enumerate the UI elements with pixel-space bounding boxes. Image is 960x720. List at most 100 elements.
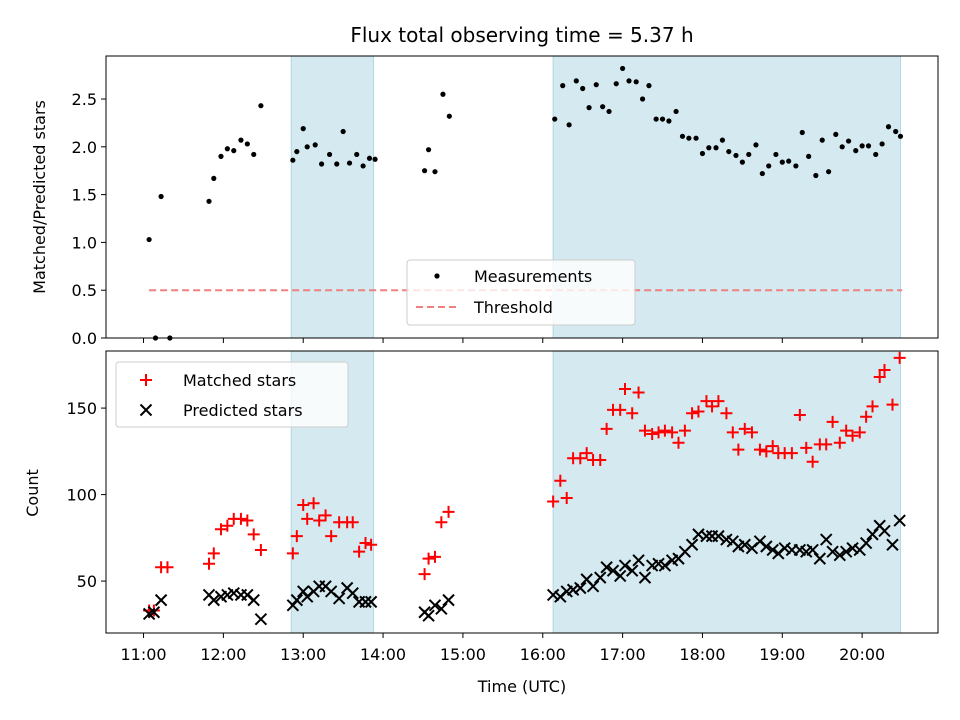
matched-star-point <box>319 509 332 522</box>
matched-star-point <box>580 447 593 460</box>
bottom-y-tick-label: 100 <box>66 486 97 505</box>
measurement-point <box>580 85 586 92</box>
measurement-point <box>799 129 805 136</box>
matched-star-point <box>428 550 441 563</box>
measurement-point <box>593 82 599 88</box>
measurement-point <box>326 151 333 158</box>
measurement-point <box>673 108 679 115</box>
measurement-point <box>600 104 606 110</box>
matched-star-point <box>346 516 359 529</box>
matched-star-point <box>745 426 758 439</box>
matched-star-point <box>422 552 435 565</box>
predicted-star-point <box>574 581 587 595</box>
measurement-point <box>211 175 217 181</box>
top-y-axis-label: Matched/Predicted stars <box>30 100 49 294</box>
measurement-point <box>251 151 257 158</box>
predicted-star-point <box>766 543 779 557</box>
predicted-star-point <box>207 593 221 607</box>
measurement-point <box>372 156 378 162</box>
predicted-star-point <box>594 571 607 584</box>
matched-star-point <box>301 512 314 525</box>
predicted-star-point <box>813 552 827 565</box>
measurement-point <box>566 122 572 128</box>
measurement-point <box>620 65 626 72</box>
measurement-point <box>446 113 452 119</box>
measurement-point <box>753 142 759 148</box>
matched-star-point <box>307 497 320 510</box>
measurement-point <box>318 161 325 167</box>
predicted-star-point <box>760 540 773 553</box>
predicted-star-point <box>778 542 791 555</box>
predicted-star-point <box>290 593 304 607</box>
measurement-point <box>879 141 885 147</box>
predicted-star-point <box>154 593 168 607</box>
measurement-point <box>294 148 300 155</box>
matched-star-point <box>290 530 303 543</box>
measurement-point <box>218 153 224 159</box>
measurement-point <box>244 141 250 147</box>
bottom-observing-span <box>552 350 901 634</box>
measurement-point <box>432 169 438 175</box>
measurement-point <box>238 137 244 143</box>
matched-star-point <box>686 407 699 420</box>
top-y-tick-label: 0.5 <box>72 281 97 300</box>
matched-star-point <box>325 530 338 543</box>
matched-star-point <box>785 447 798 460</box>
predicted-star-point <box>247 593 260 607</box>
predicted-star-point <box>658 559 672 572</box>
matched-star-point <box>254 543 267 556</box>
predicted-star-point <box>839 545 853 558</box>
matched-star-point <box>560 492 573 505</box>
measurement-point <box>340 128 346 135</box>
measurement-point <box>813 172 819 179</box>
measurement-point <box>586 105 592 111</box>
matched-star-point <box>241 514 254 527</box>
matched-star-point <box>614 403 627 416</box>
bottom-axes-frame <box>105 350 939 634</box>
top-legend: Measurements Threshold <box>406 259 636 326</box>
measurement-point <box>719 137 726 143</box>
matched-star-point <box>638 424 651 437</box>
predicted-star-point <box>826 545 839 558</box>
measurement-point <box>346 160 353 166</box>
x-axis-label: Time (UTC) <box>477 677 566 696</box>
measurement-point <box>334 161 340 167</box>
measurement-point <box>158 193 164 200</box>
measurement-point <box>686 135 692 141</box>
measurement-point <box>206 198 212 204</box>
measurement-point <box>766 163 772 169</box>
top-observing-span <box>290 55 374 339</box>
matched-star-point <box>720 407 733 420</box>
matched-star-point <box>547 495 560 508</box>
measurement-point <box>759 170 765 177</box>
measurement-point <box>653 116 659 122</box>
top-y-tick-label: 2.5 <box>72 90 97 109</box>
measurement-point <box>312 142 318 148</box>
measurement-point <box>806 153 812 159</box>
measurement-point <box>893 128 899 135</box>
measurement-point <box>865 143 872 149</box>
predicted-star-point <box>859 536 873 550</box>
predicted-star-point <box>227 587 240 600</box>
measurement-point <box>699 150 706 157</box>
measurement-point <box>739 159 745 165</box>
legend-measurement-marker <box>434 273 440 279</box>
x-tick-label: 14:00 <box>360 645 406 664</box>
predicted-star-point <box>442 593 455 607</box>
measurement-point <box>290 157 296 163</box>
measurement-point <box>560 83 566 89</box>
bottom-panel-counts: 11:00 12:00 13:00 14:00 15:00 16:00 17:00 18:00… <box>66 350 939 664</box>
top-y-tick-label: 0.0 <box>72 329 97 348</box>
matched-star-point <box>658 424 671 437</box>
measurement-point <box>819 137 825 143</box>
predicted-star-point <box>614 569 627 583</box>
matched-star-point <box>886 398 899 411</box>
measurement-point <box>224 146 230 152</box>
matched-star-point <box>594 453 607 466</box>
measurement-point <box>300 126 306 132</box>
measurement-point <box>666 118 672 124</box>
matched-star-point <box>826 415 839 428</box>
measurement-point <box>659 116 666 122</box>
predicted-star-point <box>846 542 859 555</box>
